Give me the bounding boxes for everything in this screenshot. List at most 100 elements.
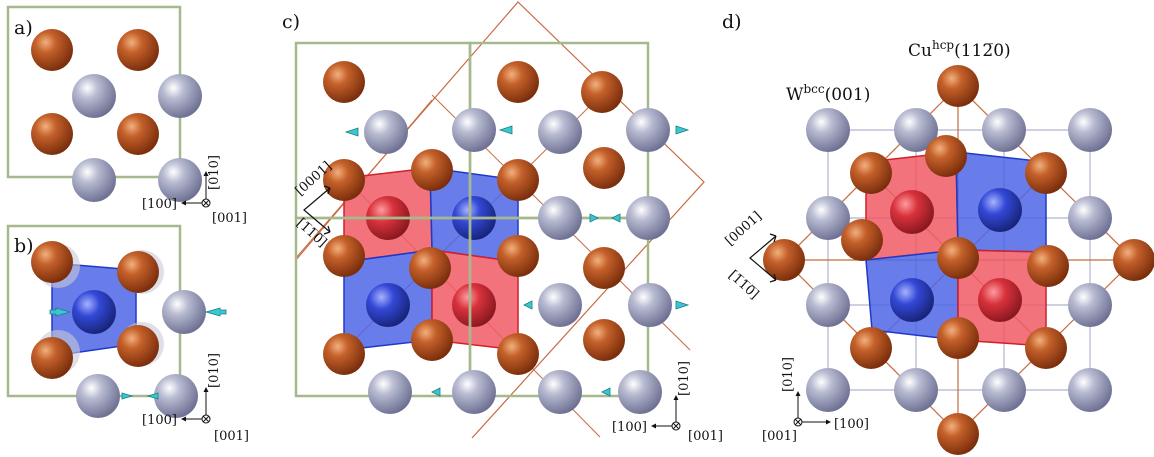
cu-atom (411, 319, 453, 361)
axis-label-horizontal: [100] (142, 197, 177, 212)
svg-text:Cuhcp(112̅0): Cuhcp(112̅0) (908, 38, 1011, 61)
axis-label-normal: [001] (212, 211, 247, 226)
w-atom-displaced (890, 190, 934, 234)
w-atom (158, 74, 202, 118)
w-atom (538, 370, 582, 414)
w-atom-displaced (890, 278, 934, 322)
title-w-sup: bcc (803, 82, 824, 96)
cu-atom (117, 113, 159, 155)
cu-atom (497, 333, 539, 375)
title-cu-sup: hcp (932, 38, 954, 52)
svg-text:Wbcc(001): Wbcc(001) (786, 82, 870, 105)
w-atom (154, 374, 198, 418)
axis-label-normal: [001] (214, 429, 249, 444)
w-atom (364, 110, 408, 154)
w-atom (806, 108, 850, 152)
panel-a-label: a) (14, 17, 33, 39)
cu-atom (31, 113, 73, 155)
cu-atom (583, 319, 625, 361)
direction-label-down: [1̅1̅0̅] (725, 268, 761, 303)
w-atom (538, 283, 582, 327)
w-atom (1068, 196, 1112, 240)
w-atom (76, 374, 120, 418)
cu-atom (117, 29, 159, 71)
axis-label-vertical: [010] (207, 155, 222, 190)
panel-b-atoms (31, 241, 206, 418)
w-atom-displaced (978, 278, 1022, 322)
w-atom (1068, 108, 1112, 152)
panel-a-axes: [010] [100] [001] (142, 155, 247, 226)
w-atom (1068, 283, 1112, 327)
cu-atom (1113, 239, 1154, 281)
w-atom (806, 368, 850, 412)
cu-atom (1025, 327, 1067, 369)
cu-atom (937, 317, 979, 359)
cu-atom (925, 135, 967, 177)
w-atom (72, 74, 116, 118)
w-atom (806, 196, 850, 240)
cu-atom (323, 159, 365, 201)
w-atom (452, 108, 496, 152)
cu-atom (581, 71, 623, 113)
title-cu-rest: (112̅0) (954, 41, 1011, 61)
axis-label-horizontal: [100] (834, 417, 869, 432)
panel-b: b) [010] [100] [001] (6, 224, 249, 444)
direction-label-down: [1̅1̅0̅] (293, 216, 329, 251)
cu-atom (323, 61, 365, 103)
panel-d-axes: [010] [100] [001] (762, 357, 869, 444)
w-atom (982, 368, 1026, 412)
panel-a-atoms (31, 29, 202, 202)
panel-b-label: b) (14, 235, 34, 257)
panel-c-cu-atoms (323, 61, 625, 375)
cu-atom (31, 337, 73, 379)
cu-hcp-title: Cuhcp(112̅0) (908, 38, 1011, 61)
cu-atom (497, 159, 539, 201)
cu-atom (31, 241, 73, 283)
title-w-base: W (786, 85, 804, 105)
axis-label-vertical: [010] (677, 361, 692, 396)
cu-atom (409, 247, 451, 289)
panel-c-label: c) (282, 11, 300, 33)
w-atom (538, 196, 582, 240)
w-atom (1068, 368, 1112, 412)
w-atom (158, 158, 202, 202)
panel-c-directions: [0001] [1̅1̅0̅] (293, 159, 335, 250)
w-atom (894, 108, 938, 152)
w-atom (538, 110, 582, 154)
axis-label-normal: [001] (762, 429, 797, 444)
w-atom (72, 158, 116, 202)
cu-atom (117, 325, 159, 367)
cu-atom (850, 152, 892, 194)
cu-atom (763, 239, 805, 281)
w-atom-displaced (366, 283, 410, 327)
panel-a: a) [010] [100] [001] (6, 5, 247, 226)
axis-label-vertical: [010] (207, 353, 222, 388)
w-atom-displaced (72, 290, 116, 334)
w-bcc-title: Wbcc(001) (786, 82, 870, 105)
w-atom (626, 196, 670, 240)
cu-atom (497, 235, 539, 277)
w-atom (368, 370, 412, 414)
axis-label-horizontal: [100] (142, 413, 177, 428)
cu-atom (411, 149, 453, 191)
panel-b-axes: [010] [100] [001] (142, 353, 249, 444)
panel-d: d) Wbcc(001) Cuhcp(112̅0) [0001] [1̅1̅0̅… (722, 11, 1154, 455)
w-atom (626, 108, 670, 152)
cu-atom (583, 147, 625, 189)
cu-atom (583, 247, 625, 289)
w-atom (452, 370, 496, 414)
axis-label-normal: [001] (688, 429, 723, 444)
title-cu-base: Cu (908, 41, 932, 61)
w-atom-displaced (452, 283, 496, 327)
axis-label-horizontal: [100] (612, 420, 647, 435)
cu-atom (31, 29, 73, 71)
direction-label-up: [0001] (723, 209, 765, 249)
panel-d-w-atoms (806, 108, 1112, 412)
displacement-arrows (49, 307, 227, 400)
cu-atom (937, 65, 979, 107)
title-w-rest: (001) (825, 85, 871, 105)
panel-d-label: d) (722, 11, 742, 33)
cu-atom (323, 235, 365, 277)
panel-d-cu-atoms (763, 65, 1154, 455)
